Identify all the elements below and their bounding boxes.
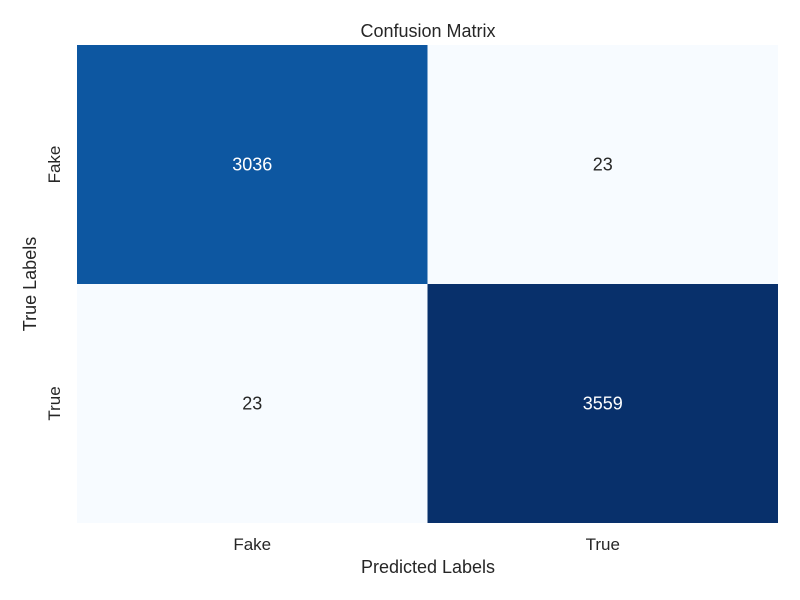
- y-tick-label-true: True: [45, 386, 64, 420]
- y-tick-label-fake: Fake: [45, 146, 64, 184]
- cell-value-label-0-1: 23: [593, 155, 613, 175]
- heatmap-cell-0-1: [427, 45, 778, 284]
- cell-value-label-0-0: 3036: [232, 155, 272, 175]
- heatmap-cell-0-0: [77, 45, 428, 284]
- x-tick-labels: Fake True: [233, 535, 620, 554]
- y-axis-label: True Labels: [20, 237, 40, 331]
- cell-value-label-1-0: 23: [242, 394, 262, 414]
- x-axis-label: Predicted Labels: [361, 557, 495, 577]
- x-tick-label-fake: Fake: [233, 535, 271, 554]
- cell-value-label-1-1: 3559: [583, 394, 623, 414]
- heatmap-cells: [77, 45, 778, 523]
- heatmap-cell-labels: 3036 23 23 3559: [232, 155, 623, 414]
- chart-title: Confusion Matrix: [360, 21, 495, 41]
- heatmap-cell-1-0: [77, 284, 428, 523]
- heatmap-cell-1-1: [427, 284, 778, 523]
- x-tick-label-true: True: [586, 535, 620, 554]
- y-tick-labels: Fake True: [45, 146, 64, 421]
